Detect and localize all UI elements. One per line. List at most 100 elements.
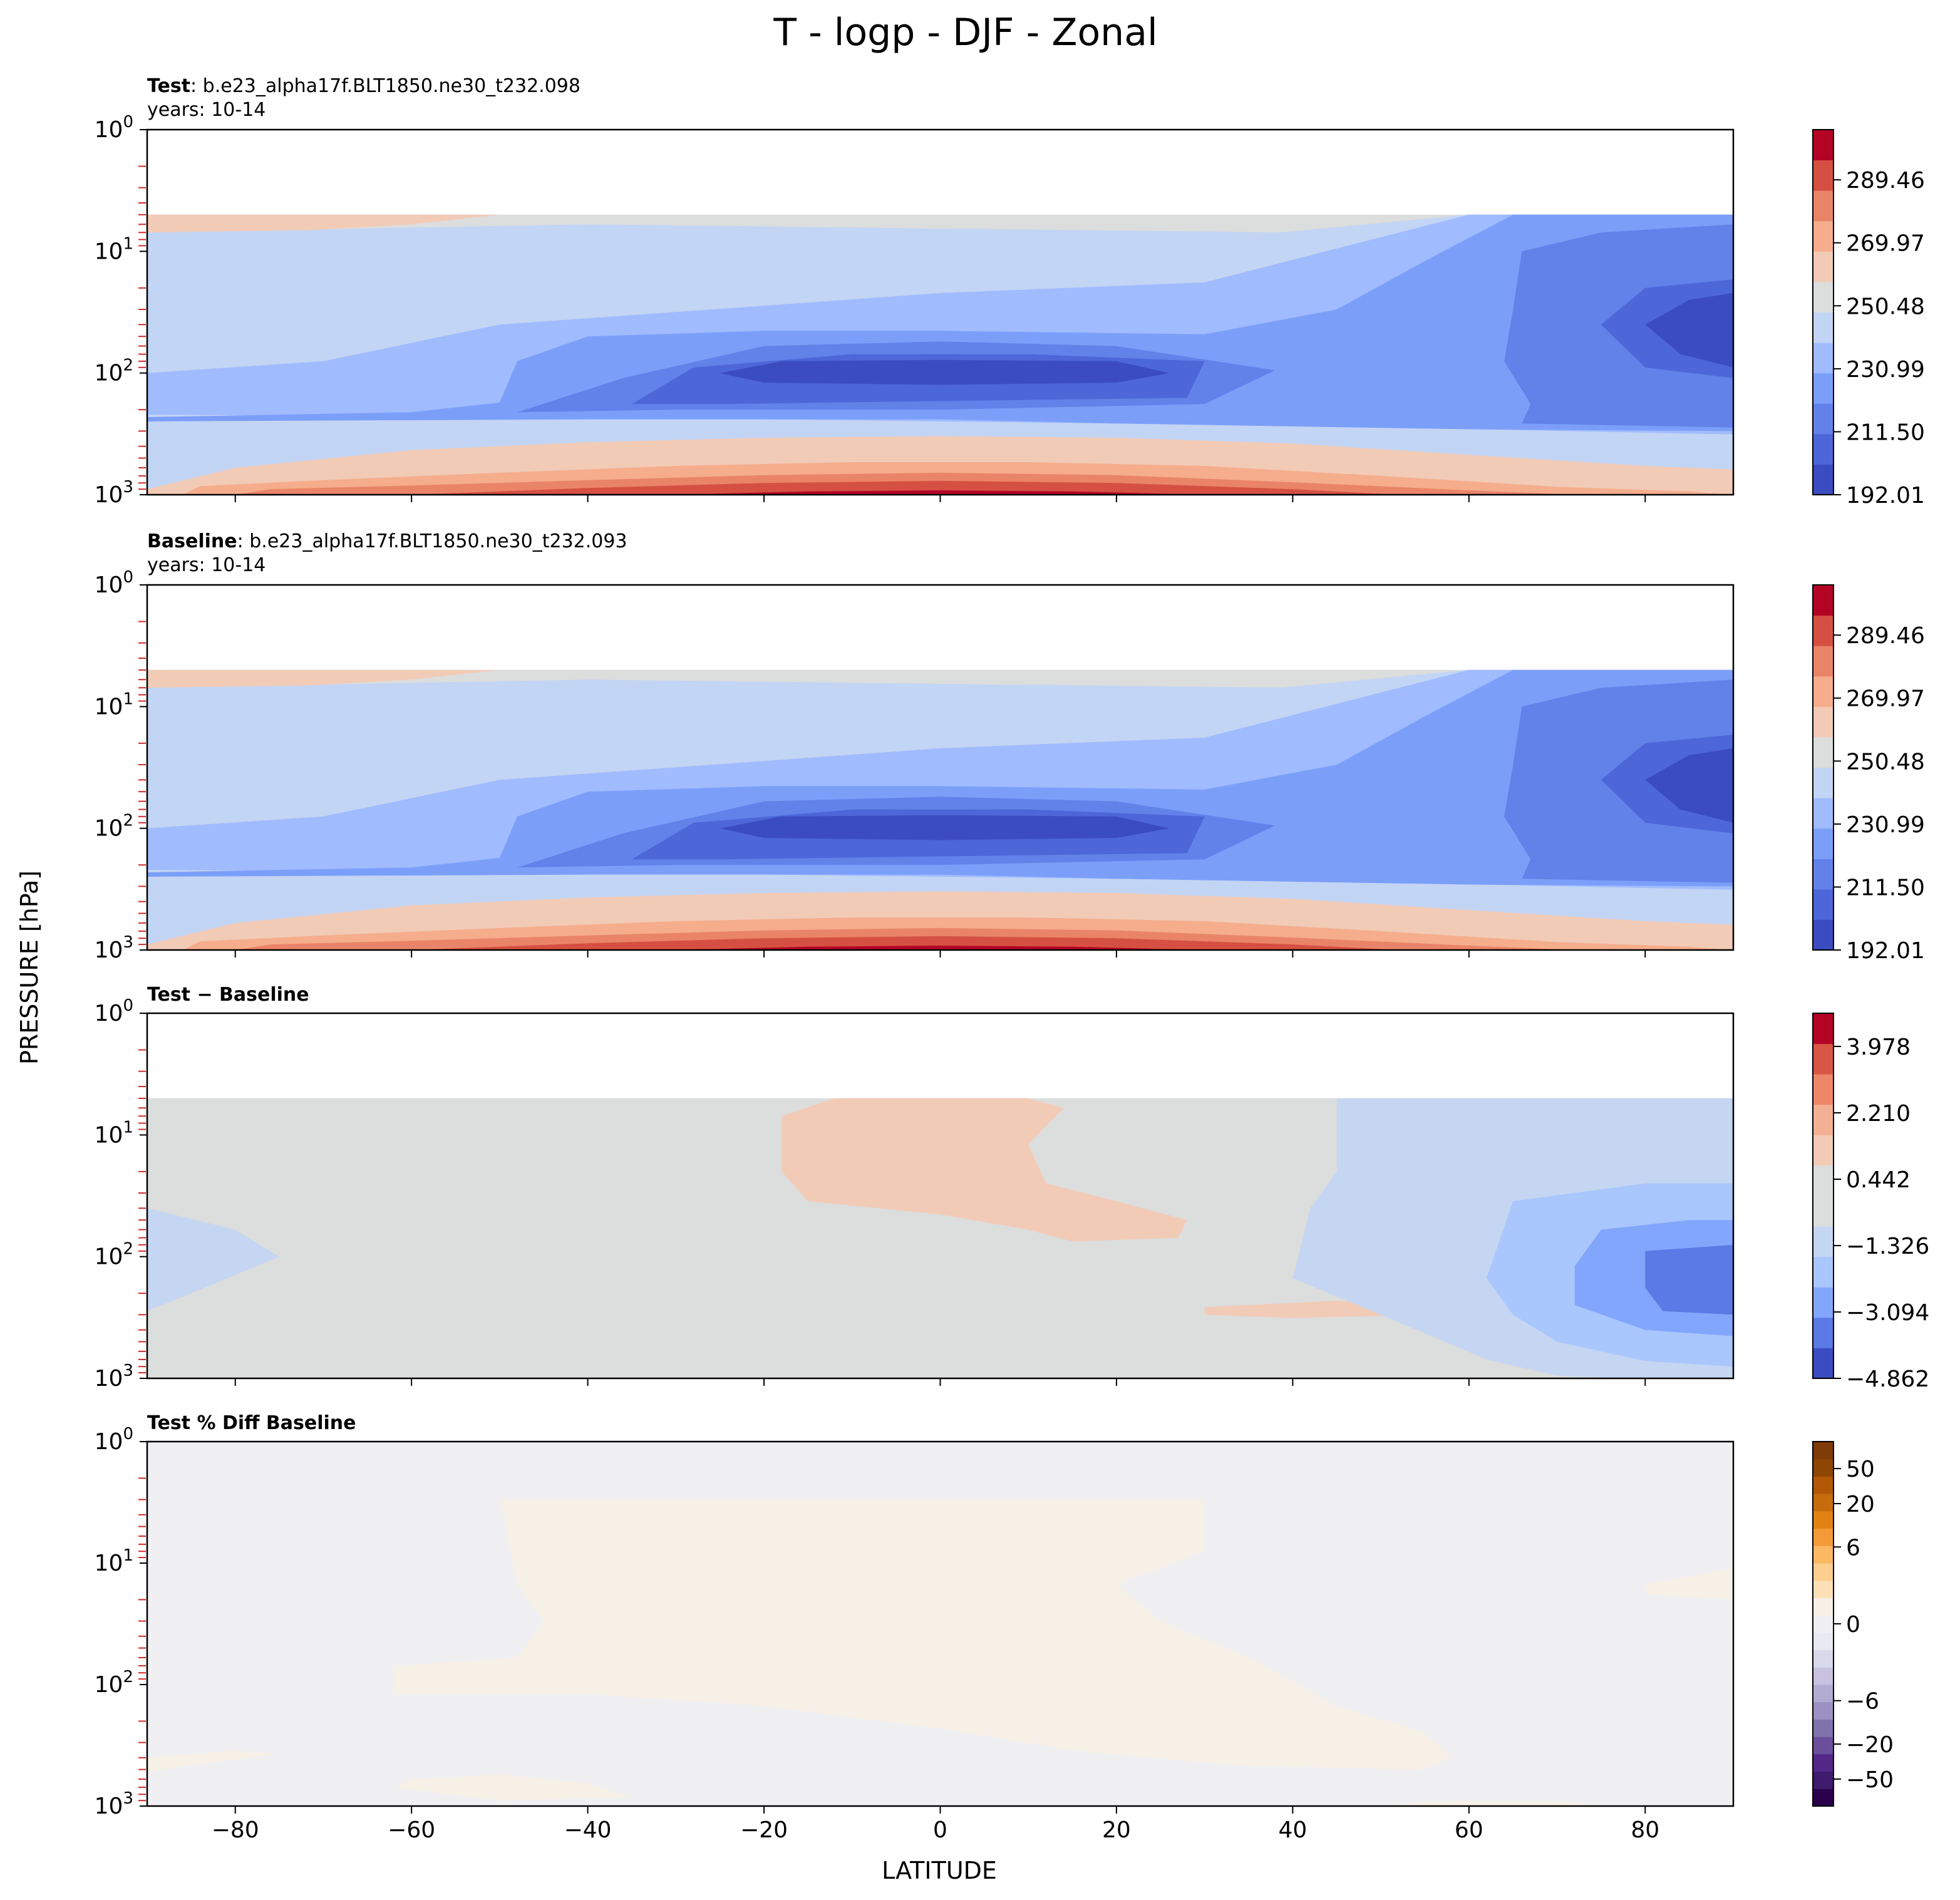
- colorbar-segment: [1813, 828, 1834, 859]
- colorbar-tick-label: −50: [1846, 1767, 1894, 1793]
- colorbar-segment: [1813, 646, 1834, 677]
- colorbar-segment: [1813, 1528, 1834, 1546]
- colorbar-tick-label: 250.48: [1846, 294, 1925, 319]
- colorbar-segment: [1813, 736, 1834, 768]
- colorbar-segment: [1813, 160, 1834, 191]
- colorbar: −50 −20 −6 0 6 20 50: [1812, 1441, 1894, 1807]
- y-axis-label: PRESSURE [hPa]: [16, 870, 43, 1065]
- colorbar-frame: [1812, 1013, 1834, 1379]
- colorbar-tick-label: 250.48: [1846, 749, 1925, 775]
- colorbar-segment: [1813, 1563, 1834, 1581]
- colorbar-segment: [1813, 676, 1834, 707]
- y-tick-label: 100: [95, 568, 133, 598]
- colorbar-segment: [1813, 1459, 1834, 1477]
- panel-title: Test − Baseline: [147, 984, 309, 1006]
- x-axis-label: LATITUDE: [882, 1857, 997, 1884]
- colorbar-frame: [1812, 584, 1834, 951]
- colorbar-segment: [1813, 585, 1834, 616]
- colorbar-segment: [1813, 373, 1834, 404]
- colorbar-tick-label: 0: [1846, 1612, 1860, 1638]
- contour-band: [147, 1208, 280, 1311]
- colorbar-segment: [1813, 706, 1834, 738]
- contour-band: [394, 1774, 632, 1801]
- panel-title: Baseline: b.e23_alpha17f.BLT1850.ne30_t2…: [147, 530, 627, 552]
- contour-band: [676, 946, 1205, 950]
- colorbar-segment: [1813, 433, 1834, 465]
- contour-band: [720, 815, 1170, 840]
- colorbar-segment: [1813, 281, 1834, 312]
- colorbar-segment: [1813, 798, 1834, 829]
- colorbar-segment: [1813, 1685, 1834, 1703]
- y-tick-label: 100: [95, 113, 133, 143]
- contour-band: [147, 1013, 1733, 1098]
- colorbar-segment: [1813, 1650, 1834, 1668]
- colorbar-segment: [1813, 1632, 1834, 1651]
- y-tick-label: 102: [95, 1240, 133, 1270]
- colorbar-segment: [1813, 1771, 1834, 1789]
- colorbar-segment: [1813, 1719, 1834, 1737]
- y-tick-label: 101: [95, 689, 133, 720]
- x-tick-label: −20: [740, 1817, 788, 1843]
- panel-title: Test: b.e23_alpha17f.BLT1850.ne30_t232.0…: [147, 75, 580, 97]
- colorbar-segment: [1813, 1226, 1834, 1257]
- colorbar-tick-label: 0.442: [1846, 1167, 1911, 1193]
- colorbar-segment: [1813, 1317, 1834, 1348]
- contour-band: [676, 490, 1205, 495]
- colorbar-segment: [1813, 1510, 1834, 1529]
- colorbar-segment: [1813, 1074, 1834, 1105]
- x-tick-label: 80: [1631, 1817, 1659, 1843]
- colorbar-tick-label: −20: [1846, 1732, 1894, 1758]
- y-tick-label: 103: [95, 478, 133, 508]
- colorbar-tick-label: 230.99: [1846, 357, 1925, 383]
- panel-title-rest: : b.e23_alpha17f.BLT1850.ne30_t232.093: [237, 530, 627, 552]
- colorbar-frame: [1812, 129, 1834, 495]
- y-tick-label: 101: [95, 234, 133, 264]
- colorbar-segment: [1813, 1442, 1834, 1460]
- colorbar-segment: [1813, 251, 1834, 282]
- colorbar-segment: [1813, 767, 1834, 798]
- colorbar-segment: [1813, 919, 1834, 951]
- contour-band: [394, 1499, 1452, 1770]
- colorbar-segment: [1813, 464, 1834, 495]
- contour-band: [781, 1098, 1187, 1242]
- colorbar-segment: [1813, 1737, 1834, 1755]
- panel-test: Test: b.e23_alpha17f.BLT1850.ne30_t232.0…: [95, 75, 1925, 509]
- y-tick-label: 103: [95, 1361, 133, 1391]
- colorbar-segment: [1813, 1615, 1834, 1633]
- colorbar-segment: [1813, 1753, 1834, 1772]
- x-tick-label: 20: [1102, 1817, 1131, 1843]
- contour-band: [1381, 1800, 1601, 1806]
- contour-band: [1645, 748, 1733, 823]
- colorbar-segment: [1813, 312, 1834, 343]
- colorbar-segment: [1813, 403, 1834, 435]
- y-tick-label: 103: [95, 1789, 133, 1819]
- colorbar-segment: [1813, 1135, 1834, 1166]
- colorbar-segment: [1813, 190, 1834, 222]
- colorbar: 192.01 211.50 230.99 250.48 269.97 289.46: [1812, 129, 1925, 509]
- contour-band: [1645, 292, 1733, 368]
- contour-band: [147, 669, 1733, 887]
- panel-pctdiff: Test % Diff Baseline−80 −60 −40 −20 0 20 40 60 8…: [95, 1412, 1894, 1843]
- colorbar-tick-label: 192.01: [1846, 938, 1925, 964]
- colorbar-tick-label: 230.99: [1846, 812, 1925, 838]
- colorbar-segment: [1813, 1348, 1834, 1379]
- contour-field: [147, 130, 1733, 495]
- y-tick-label: 101: [95, 1118, 133, 1148]
- colorbar-tick-label: 269.97: [1846, 231, 1925, 257]
- colorbar-segment: [1813, 1043, 1834, 1075]
- colorbar-tick-label: 289.46: [1846, 168, 1925, 194]
- y-tick-label: 101: [95, 1546, 133, 1576]
- colorbar-tick-label: 269.97: [1846, 686, 1925, 712]
- contour-band: [411, 936, 1399, 950]
- x-tick-label: −40: [564, 1817, 612, 1843]
- colorbar-segment: [1813, 1580, 1834, 1598]
- x-tick-label: 40: [1278, 1817, 1307, 1843]
- colorbar-tick-label: 50: [1846, 1457, 1875, 1482]
- contour-band: [1645, 1568, 1733, 1600]
- colorbar-tick-label: 289.46: [1846, 623, 1925, 649]
- panel-title-bold: Baseline: [147, 530, 237, 552]
- panel-title-bold: Test: [147, 75, 190, 97]
- x-tick-label: −80: [212, 1817, 259, 1843]
- colorbar-tick-label: 3.978: [1846, 1035, 1911, 1060]
- y-tick-label: 100: [95, 996, 133, 1026]
